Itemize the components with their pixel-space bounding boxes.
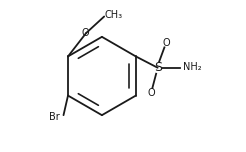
Text: CH₃: CH₃ bbox=[105, 10, 123, 20]
Text: O: O bbox=[162, 38, 170, 48]
Text: O: O bbox=[147, 88, 155, 98]
Text: S: S bbox=[154, 61, 162, 74]
Text: NH₂: NH₂ bbox=[183, 62, 202, 72]
Text: O: O bbox=[81, 28, 89, 38]
Text: Br: Br bbox=[49, 112, 60, 122]
